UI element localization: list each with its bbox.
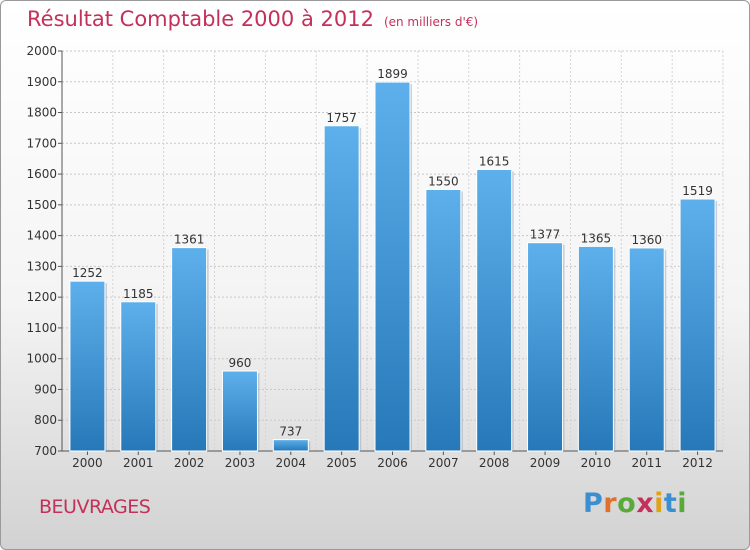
x-tick-label-2010: 2010: [581, 456, 612, 470]
bar-2009: [527, 242, 564, 452]
y-tick-label: 1300: [26, 259, 57, 273]
y-tick-label: 1800: [26, 106, 57, 120]
value-label-2008: 1615: [479, 154, 510, 168]
value-label-2011: 1360: [631, 233, 662, 247]
logo-letter: x: [636, 488, 655, 519]
y-tick-label: 1700: [26, 136, 57, 150]
value-label-2010: 1365: [581, 231, 612, 245]
bar-2008: [476, 168, 513, 452]
town-name: BEUVRAGES: [39, 496, 151, 518]
chart-title-unit: (en milliers d'€): [383, 15, 479, 29]
logo-letter: i: [654, 488, 664, 519]
value-label-2002: 1361: [174, 233, 205, 247]
value-label-2000: 1252: [72, 266, 103, 280]
bar-2006: [374, 81, 411, 452]
y-tick-label: 1200: [26, 290, 57, 304]
bar-2004: [272, 439, 309, 452]
value-label-2001: 1185: [123, 287, 154, 301]
bar-2010: [577, 245, 614, 452]
bar-2007: [425, 188, 462, 452]
y-tick-label: 700: [34, 444, 57, 458]
value-label-2005: 1757: [326, 111, 357, 125]
bar-2001: [120, 301, 157, 452]
y-tick-label: 800: [34, 413, 57, 427]
x-tick-label-2001: 2001: [123, 456, 154, 470]
x-tick-label-2003: 2003: [225, 456, 256, 470]
x-tick-label-2012: 2012: [682, 456, 713, 470]
proxiti-logo[interactable]: Proxiti: [583, 488, 687, 519]
y-tick-label: 1400: [26, 229, 57, 243]
chart-title: Résultat Comptable 2000 à 2012 (en millie…: [27, 7, 478, 31]
x-tick-label-2011: 2011: [631, 456, 662, 470]
value-label-2009: 1377: [530, 228, 561, 242]
logo-letter: o: [617, 488, 637, 519]
bar-2012: [679, 198, 716, 452]
x-tick-label-2004: 2004: [276, 456, 307, 470]
y-tick-label: 1600: [26, 167, 57, 181]
y-tick-label: 2000: [26, 44, 57, 58]
y-tick-label: 1500: [26, 198, 57, 212]
chart-title-main: Résultat Comptable 2000 à 2012: [27, 7, 374, 31]
logo-letter: P: [583, 488, 604, 519]
y-tick-label: 1000: [26, 352, 57, 366]
bar-2003: [221, 370, 258, 452]
bar-2011: [628, 247, 665, 452]
labels: 700 800 900 1000 1100 1200 1300 1400 1500 1600 170…: [26, 44, 712, 470]
logo-letter: t: [663, 488, 678, 519]
bar-2002: [171, 247, 208, 452]
y-tick-label: 1900: [26, 75, 57, 89]
logo-letter: i: [677, 488, 688, 519]
bar-2005: [323, 125, 360, 452]
x-tick-label-2007: 2007: [428, 456, 459, 470]
value-label-2006: 1899: [377, 67, 408, 81]
x-tick-label-2008: 2008: [479, 456, 510, 470]
y-tick-label: 1100: [26, 321, 57, 335]
x-tick-label-2000: 2000: [72, 456, 103, 470]
logo-letter: r: [603, 488, 618, 519]
value-label-2012: 1519: [682, 184, 713, 198]
value-label-2004: 737: [279, 425, 302, 439]
y-tick-label: 900: [34, 382, 57, 396]
bar-2000: [69, 280, 106, 452]
value-label-2007: 1550: [428, 174, 459, 188]
x-tick-label-2002: 2002: [174, 456, 205, 470]
x-tick-label-2006: 2006: [377, 456, 408, 470]
x-tick-label-2009: 2009: [530, 456, 561, 470]
bars: [69, 81, 718, 452]
value-label-2003: 960: [229, 356, 252, 370]
x-tick-label-2005: 2005: [326, 456, 357, 470]
